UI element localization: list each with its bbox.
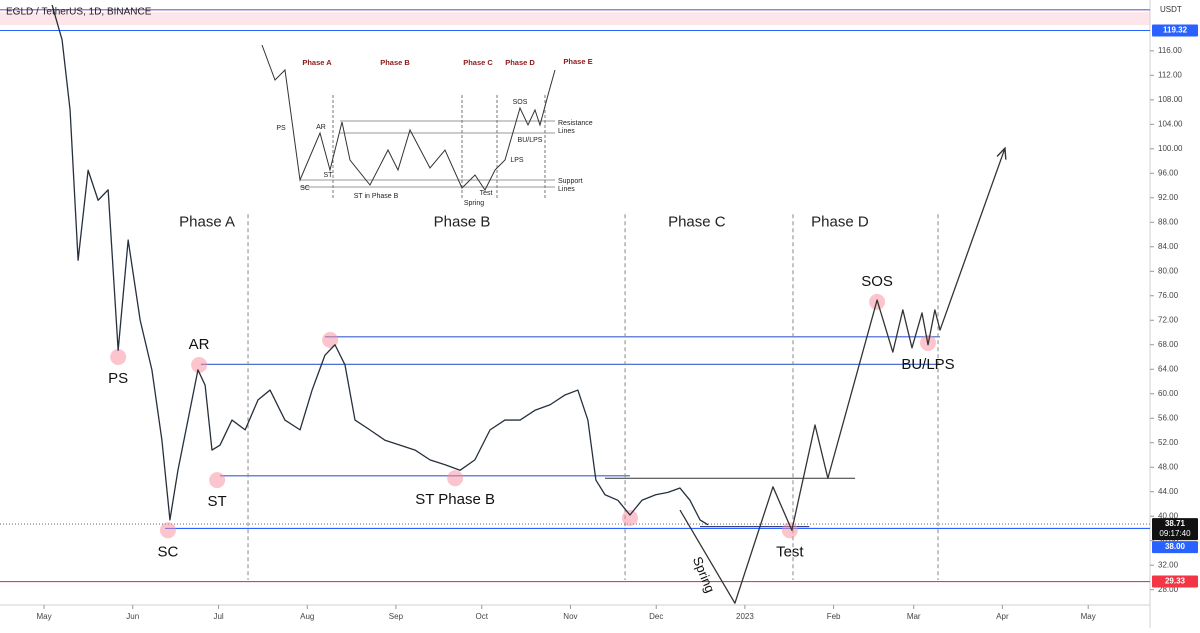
y-tick-label: 96.00 [1158, 168, 1179, 177]
y-tick-label: 116.00 [1158, 46, 1182, 55]
y-tick-label: 104.00 [1158, 119, 1183, 128]
inset-label: Spring [464, 200, 484, 207]
point-marker [191, 356, 208, 373]
x-tick-label: May [36, 612, 51, 621]
x-tick-label: Jun [126, 612, 139, 621]
phase-label: Phase A [179, 213, 235, 230]
x-tick-label: May [1081, 612, 1096, 621]
y-tick-label: 48.00 [1158, 462, 1179, 471]
y-tick-label: 72.00 [1158, 315, 1179, 324]
y-tick-label: 40.00 [1158, 511, 1179, 520]
x-tick-label: Mar [907, 612, 921, 621]
y-tick-label: 88.00 [1158, 217, 1179, 226]
annotation: SC [158, 543, 179, 560]
price-tag-label: 38.00 [1165, 542, 1186, 551]
annotation: Test [776, 543, 804, 560]
x-tick-label: Aug [300, 612, 314, 621]
x-tick-label: 2023 [736, 612, 754, 621]
price-tag [1152, 518, 1198, 541]
inset-phase: Phase C [463, 58, 493, 67]
point-marker [159, 522, 176, 539]
inset-label: Resistance [558, 120, 593, 127]
inset-label: ST in Phase B [354, 193, 399, 200]
y-tick-label: 76.00 [1158, 291, 1179, 300]
y-tick-label: 36.00 [1158, 536, 1179, 545]
annotation: AR [189, 336, 210, 353]
point-marker [322, 331, 339, 348]
y-tick-label: 108.00 [1158, 95, 1183, 104]
y-tick-label: 32.00 [1158, 560, 1179, 569]
phase-label: Phase C [668, 213, 726, 230]
y-tick-label: 80.00 [1158, 266, 1179, 275]
inset-phase: Phase A [302, 58, 332, 67]
inset-label: AR [316, 124, 326, 131]
y-tick-label: 60.00 [1158, 389, 1179, 398]
y-tick-label: 56.00 [1158, 413, 1179, 422]
x-tick-label: Apr [996, 612, 1009, 621]
point-marker [110, 348, 127, 365]
x-tick-label: Oct [476, 612, 489, 621]
price-tag [1152, 24, 1198, 37]
point-marker [621, 510, 638, 527]
x-tick-label: Nov [563, 612, 577, 621]
inset-phase: Phase D [505, 58, 535, 67]
chart-title: EGLD / TetherUS, 1D, BINANCE [6, 7, 152, 18]
inset-label: Lines [558, 128, 575, 135]
price-tag-label: 29.33 [1165, 577, 1186, 586]
point-marker [209, 472, 226, 489]
inset-label: Support [558, 178, 583, 185]
y-tick-label: 92.00 [1158, 193, 1179, 202]
price-tag [1152, 575, 1198, 588]
annotation: ST [208, 493, 227, 510]
x-tick-label: Sep [389, 612, 404, 621]
inset-label: Lines [558, 186, 575, 193]
y-tick-label: 100.00 [1158, 144, 1183, 153]
inset-label: ST [324, 172, 334, 179]
phase-label: Phase D [811, 213, 869, 230]
inset-label: PS [276, 125, 286, 132]
inset-label: SOS [513, 99, 528, 106]
y-tick-label: 64.00 [1158, 364, 1179, 373]
inset-label: Test [480, 190, 493, 197]
wyckoff-schematic: Phase A Phase B Phase C Phase D Phase E … [261, 44, 593, 207]
price-line [679, 148, 1005, 604]
y-axis-label: USDT [1160, 5, 1182, 14]
x-tick-label: Dec [649, 612, 663, 621]
inset-label: SC [300, 185, 310, 192]
price-tag-label: 38.71 [1165, 519, 1186, 528]
price-tag-sublabel: 09:17:40 [1159, 529, 1191, 538]
price-line [51, 4, 709, 526]
y-tick-label: 112.00 [1158, 70, 1182, 79]
x-tick-label: Feb [827, 612, 841, 621]
y-tick-label: 84.00 [1158, 242, 1179, 251]
annotation: SOS [861, 273, 893, 290]
price-tag [1152, 541, 1198, 554]
inset-label: LPS [510, 157, 524, 164]
inset-phase: Phase B [380, 58, 410, 67]
annotation: PS [108, 370, 128, 387]
y-tick-label: 44.00 [1158, 487, 1179, 496]
y-tick-label: 52.00 [1158, 438, 1179, 447]
point-marker [447, 470, 464, 487]
annotation: ST Phase B [415, 491, 495, 508]
phase-label: Phase B [434, 213, 491, 230]
x-tick-label: Jul [213, 612, 223, 621]
price-tag-label: 119.32 [1163, 26, 1188, 35]
zone [0, 12, 1150, 26]
inset-phase: Phase E [563, 57, 592, 66]
point-marker [781, 522, 798, 539]
y-tick-label: 28.00 [1158, 585, 1179, 594]
y-tick-label: 68.00 [1158, 340, 1179, 349]
inset-label: BU/LPS [518, 137, 543, 144]
annotation: BU/LPS [901, 356, 954, 373]
